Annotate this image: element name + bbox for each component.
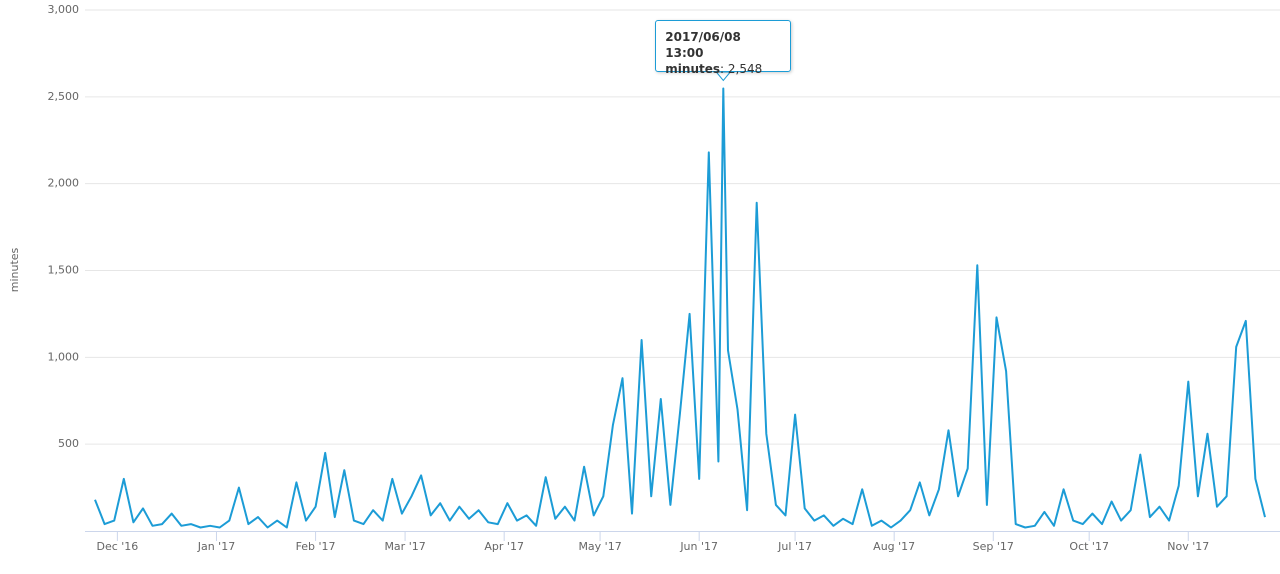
y-tick-label: 3,000 [48,3,80,16]
x-tick-label: Jul '17 [777,540,812,553]
x-tick-label: Mar '17 [384,540,425,553]
y-tick-label: 1,500 [48,264,80,277]
x-tick-label: Feb '17 [296,540,336,553]
x-tick-label: Nov '17 [1167,540,1209,553]
tooltip-series: minutes [665,62,724,76]
y-tick-label: 2,000 [48,177,80,190]
x-tick-label: Aug '17 [873,540,915,553]
x-tick-label: May '17 [578,540,621,553]
x-tick-label: Oct '17 [1069,540,1109,553]
tooltip-value: 2,548 [727,62,763,76]
x-tick-label: Jun '17 [679,540,718,553]
tooltip-date: 2017/06/08 13:00 [665,30,741,60]
x-tick-label: Apr '17 [484,540,524,553]
x-tick-label: Sep '17 [973,540,1014,553]
data-line [94,87,1266,529]
x-tick-label: Jan '17 [197,540,235,553]
tooltip-pointer [715,71,732,82]
x-tick-label: Dec '16 [96,540,138,553]
y-tick-label: 500 [58,437,79,450]
y-tick-label: 1,000 [48,350,80,363]
tooltip: 2017/06/08 13:00 minutes 2,548 [655,20,792,76]
y-axis-title: minutes [8,247,21,292]
y-tick-label: 2,500 [48,90,80,103]
